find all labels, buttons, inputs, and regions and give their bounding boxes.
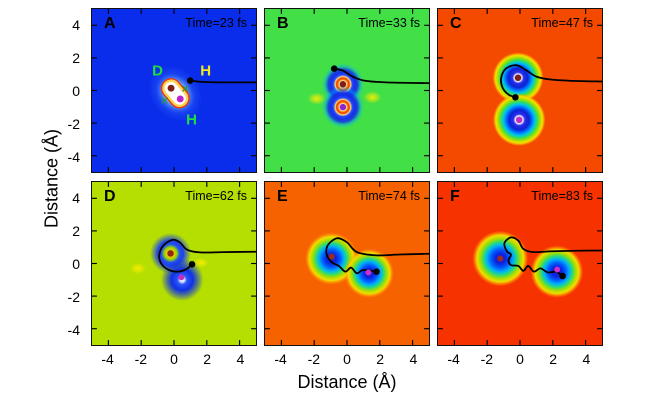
x-tick-label: -2 [480, 351, 494, 367]
x-tick-label: -2 [134, 351, 148, 367]
x-axis-title: Distance (Å) [297, 372, 397, 392]
y-tick-label: -4 [67, 148, 80, 165]
panel-label-B: B [277, 15, 289, 32]
x-tick-label: 0 [516, 351, 524, 367]
panel-A: A Time=23 fs D H H [91, 8, 257, 173]
heatmap-A [92, 9, 256, 172]
y-tick-label: 4 [72, 16, 80, 33]
panel-label-A: A [104, 15, 116, 32]
y-tick-label: 2 [72, 222, 80, 239]
panel-B: B Time=33 fs [264, 8, 430, 173]
x-tick-label: 2 [203, 351, 212, 367]
y-tick-label: 2 [72, 49, 80, 66]
panel-label-C: C [450, 15, 462, 32]
x-ticks-colB: -4 -2 0 2 4 [264, 351, 430, 369]
time-label-A: Time=23 fs [185, 16, 247, 30]
panel-label-D: D [104, 188, 116, 205]
heatmap-F [438, 182, 602, 345]
panel-E: E Time=74 fs [264, 181, 430, 346]
y-tick-label: 0 [72, 82, 80, 99]
y-ticks-row2: 4 2 0 -2 -4 [44, 181, 80, 346]
atom-label-D: D [152, 62, 163, 80]
atom-label-H: H [200, 62, 212, 80]
y-tick-label: -4 [67, 321, 80, 338]
y-tick-label: 0 [72, 255, 80, 272]
x-tick-label: -2 [307, 351, 321, 367]
time-label-C: Time=47 fs [531, 16, 593, 30]
time-label-E: Time=74 fs [358, 189, 420, 203]
x-tick-label: 4 [582, 351, 591, 367]
heatmap-B [265, 9, 429, 172]
time-label-B: Time=33 fs [358, 16, 420, 30]
heatmap-D [92, 182, 256, 345]
atom-label-H: H [186, 111, 198, 129]
panel-label-E: E [277, 188, 288, 205]
y-ticks-row1: 4 2 0 -2 -4 [44, 8, 80, 173]
y-tick-label: -2 [67, 288, 80, 305]
y-tick-label: -2 [67, 115, 80, 132]
x-tick-label: -4 [447, 351, 460, 367]
x-tick-label: -4 [274, 351, 287, 367]
x-tick-label: -4 [101, 351, 114, 367]
x-tick-label: 0 [343, 351, 351, 367]
panel-D: D Time=62 fs [91, 181, 257, 346]
heatmap-C [438, 9, 602, 172]
panel-F: F Time=83 fs [437, 181, 603, 346]
x-ticks-colC: -4 -2 0 2 4 [437, 351, 603, 369]
x-tick-label: 0 [170, 351, 178, 367]
y-tick-label: 4 [72, 189, 80, 206]
x-tick-label: 4 [409, 351, 418, 367]
x-ticks-colA: -4 -2 0 2 4 [91, 351, 257, 369]
heatmap-E [265, 182, 429, 345]
panel-label-F: F [450, 188, 460, 205]
time-label-D: Time=62 fs [185, 189, 247, 203]
x-tick-label: 2 [376, 351, 385, 367]
x-tick-label: 4 [236, 351, 245, 367]
panel-C: C Time=47 fs [437, 8, 603, 173]
x-tick-label: 2 [549, 351, 558, 367]
time-label-F: Time=83 fs [531, 189, 593, 203]
